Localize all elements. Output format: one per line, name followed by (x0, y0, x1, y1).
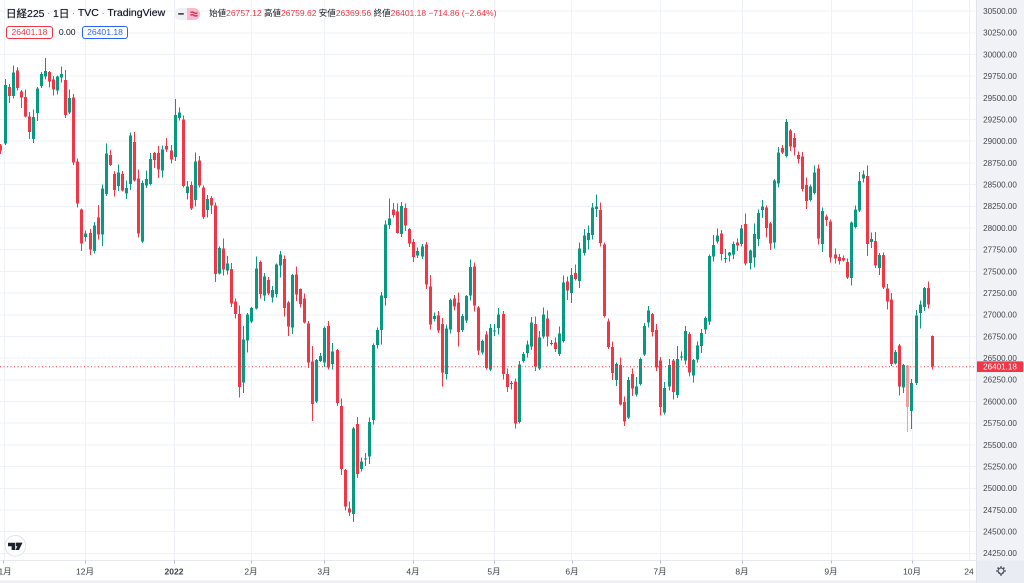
svg-text:24750.00: 24750.00 (983, 506, 1017, 515)
svg-text:12月: 12月 (76, 567, 94, 577)
svg-text:10月: 10月 (903, 567, 921, 577)
svg-text:27750.00: 27750.00 (983, 246, 1017, 255)
svg-text:29500.00: 29500.00 (983, 94, 1017, 103)
svg-text:27000.00: 27000.00 (983, 311, 1017, 320)
svg-text:28500.00: 28500.00 (983, 181, 1017, 190)
svg-text:25500.00: 25500.00 (983, 441, 1017, 450)
svg-text:25750.00: 25750.00 (983, 419, 1017, 428)
svg-text:29250.00: 29250.00 (983, 116, 1017, 125)
svg-text:6月: 6月 (565, 567, 578, 577)
svg-text:26401.18: 26401.18 (983, 363, 1017, 372)
svg-text:28000.00: 28000.00 (983, 224, 1017, 233)
svg-text:2022: 2022 (165, 567, 184, 577)
svg-text:29750.00: 29750.00 (983, 72, 1017, 81)
svg-text:26000.00: 26000.00 (983, 397, 1017, 406)
svg-text:26250.00: 26250.00 (983, 376, 1017, 385)
svg-text:26500.00: 26500.00 (983, 354, 1017, 363)
svg-text:24500.00: 24500.00 (983, 528, 1017, 537)
svg-text:26750.00: 26750.00 (983, 332, 1017, 341)
svg-text:29000.00: 29000.00 (983, 137, 1017, 146)
svg-text:24: 24 (964, 567, 974, 577)
svg-text:4月: 4月 (406, 567, 419, 577)
svg-text:9月: 9月 (824, 567, 837, 577)
svg-text:27500.00: 27500.00 (983, 267, 1017, 276)
svg-text:8月: 8月 (735, 567, 748, 577)
svg-text:25250.00: 25250.00 (983, 463, 1017, 472)
svg-text:2月: 2月 (244, 567, 257, 577)
svg-text:5月: 5月 (487, 567, 500, 577)
svg-text:3月: 3月 (317, 567, 330, 577)
svg-text:30500.00: 30500.00 (983, 7, 1017, 16)
svg-text:28250.00: 28250.00 (983, 202, 1017, 211)
svg-text:30250.00: 30250.00 (983, 29, 1017, 38)
svg-text:28750.00: 28750.00 (983, 159, 1017, 168)
svg-text:30000.00: 30000.00 (983, 50, 1017, 59)
svg-text:27250.00: 27250.00 (983, 289, 1017, 298)
svg-text:7月: 7月 (653, 567, 666, 577)
svg-text:25000.00: 25000.00 (983, 484, 1017, 493)
svg-text:11月: 11月 (0, 567, 12, 577)
svg-text:24250.00: 24250.00 (983, 549, 1017, 558)
